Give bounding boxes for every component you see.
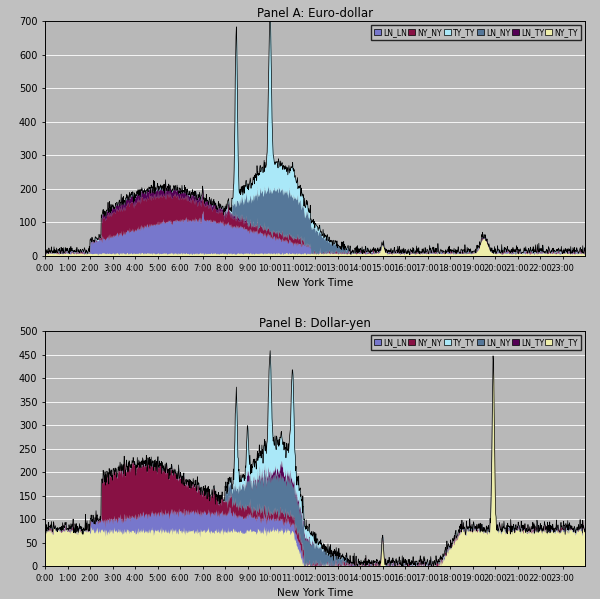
X-axis label: New York Time: New York Time: [277, 278, 353, 288]
Legend: LN_LN, NY_NY, TY_TY, LN_NY, LN_TY, NY_TY: LN_LN, NY_NY, TY_TY, LN_NY, LN_TY, NY_TY: [371, 25, 581, 40]
Title: Panel B: Dollar-yen: Panel B: Dollar-yen: [259, 317, 371, 330]
Legend: LN_LN, NY_NY, TY_TY, LN_NY, LN_TY, NY_TY: LN_LN, NY_NY, TY_TY, LN_NY, LN_TY, NY_TY: [371, 335, 581, 350]
Title: Panel A: Euro-dollar: Panel A: Euro-dollar: [257, 7, 373, 20]
X-axis label: New York Time: New York Time: [277, 588, 353, 598]
